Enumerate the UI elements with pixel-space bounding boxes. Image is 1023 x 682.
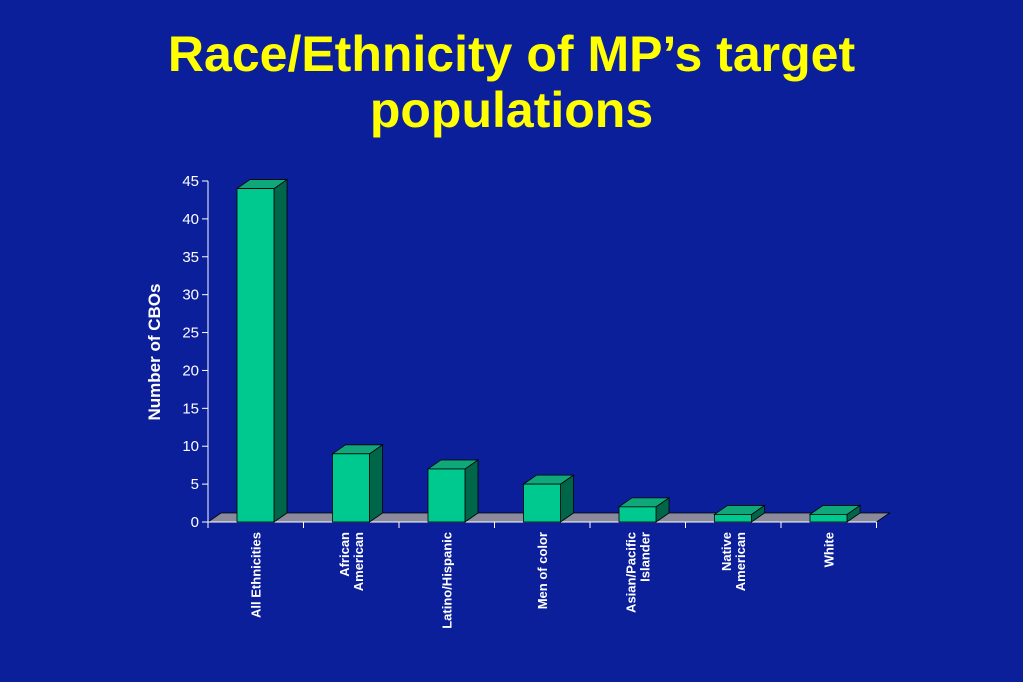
- bar-front: [523, 483, 561, 523]
- x-category-label-line: White: [822, 532, 837, 567]
- x-category-label-line: Asian/Pacific: [624, 532, 639, 613]
- x-category-label-line: American: [733, 532, 748, 591]
- x-category-label-line: Native: [719, 532, 734, 571]
- y-tick-label: 0: [191, 514, 199, 531]
- chart-label-layer: All Ethnicities AfricanAmerican Latino/His…: [249, 532, 837, 629]
- x-category-label: White: [822, 532, 837, 567]
- y-tick-label: 10: [182, 438, 199, 455]
- bar: [713, 504, 766, 523]
- y-tick-label: 30: [182, 287, 199, 304]
- x-category-label-line: All Ethnicities: [249, 532, 264, 618]
- bar-front: [236, 188, 275, 523]
- x-category-label-line: Men of color: [535, 532, 550, 609]
- title-line-1: Race/Ethnicity of MP’s target: [167, 26, 856, 82]
- slide-title: Race/Ethnicity of MP’s target population…: [60, 26, 963, 138]
- chart-axis-layer: 0 5 10 15 20 25 30 35 40 45: [182, 173, 877, 531]
- x-category-label: All Ethnicities: [249, 532, 264, 618]
- bar-front: [714, 514, 752, 523]
- y-axis-title: Number of CBOs: [145, 284, 164, 421]
- bar: [426, 459, 480, 523]
- y-tick-label: 40: [182, 211, 199, 228]
- bar-front: [332, 453, 370, 523]
- x-category-label-line: African: [337, 532, 352, 577]
- bar-side: [369, 444, 383, 523]
- x-category-label: AfricanAmerican: [337, 532, 366, 591]
- y-tick-label: 5: [191, 476, 199, 493]
- chart-bar-layer: [235, 178, 862, 523]
- bar-front: [809, 514, 848, 523]
- y-tick-label: 25: [182, 325, 199, 342]
- y-tick-label: 35: [182, 249, 199, 266]
- y-tick-label: 15: [182, 400, 199, 417]
- y-tick-label: 20: [182, 362, 199, 379]
- bar-side: [273, 178, 288, 523]
- bar-side: [464, 459, 479, 523]
- x-category-label: Men of color: [535, 532, 550, 609]
- x-category-label: Latino/Hispanic: [440, 532, 455, 629]
- bar: [808, 504, 862, 523]
- bar: [617, 497, 671, 523]
- x-category-label: Asian/PacificIslander: [624, 532, 653, 613]
- title-line-2: populations: [369, 82, 654, 138]
- x-category-label-line: Islander: [638, 532, 653, 582]
- y-tick-label: 45: [182, 173, 199, 190]
- bar: [522, 474, 575, 523]
- bar: [331, 444, 384, 523]
- x-category-label-line: American: [351, 532, 366, 591]
- bar: [235, 178, 289, 523]
- bar-front: [618, 506, 657, 523]
- bar-front: [427, 468, 466, 523]
- x-category-label: NativeAmerican: [719, 532, 748, 591]
- x-category-label-line: Latino/Hispanic: [440, 532, 455, 629]
